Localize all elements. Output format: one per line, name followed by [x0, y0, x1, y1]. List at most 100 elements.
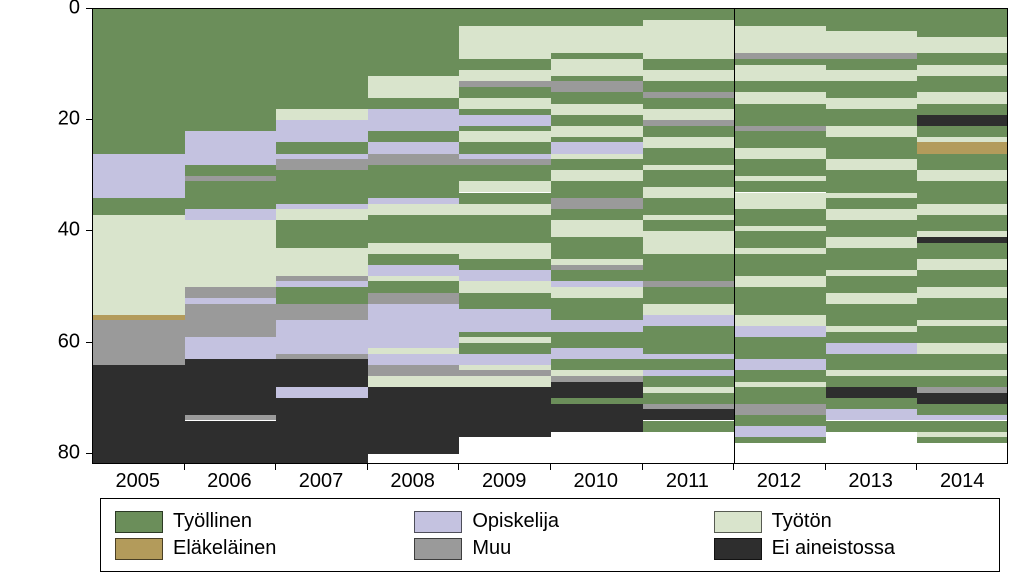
segment-ty	[826, 9, 918, 31]
segment-ty	[734, 387, 826, 404]
segment-ty	[734, 209, 826, 226]
segment-un	[917, 170, 1008, 181]
segment-ty	[551, 9, 643, 26]
segment-ty	[459, 293, 551, 310]
x-minor-tick	[642, 464, 643, 470]
legend-item-un: Työtön	[700, 508, 999, 535]
segment-op	[459, 270, 551, 281]
segment-na	[276, 398, 368, 464]
segment-ty	[734, 159, 826, 176]
segment-un	[551, 59, 643, 76]
segment-ty	[826, 198, 918, 209]
segment-ty	[459, 59, 551, 70]
segment-ty	[643, 421, 735, 432]
segment-un	[551, 220, 643, 237]
segment-ty	[917, 243, 1008, 260]
segment-un	[826, 70, 918, 81]
segment-ty	[368, 215, 460, 243]
segment-na	[917, 393, 1008, 404]
segment-ty	[459, 259, 551, 270]
segment-ty	[276, 287, 368, 304]
y-tick-mark	[86, 119, 92, 120]
segment-ty	[459, 193, 551, 204]
segment-ty	[917, 270, 1008, 287]
segment-ty	[368, 281, 460, 292]
segment-ty	[643, 376, 735, 387]
segment-ty	[276, 9, 368, 109]
segment-un	[826, 126, 918, 137]
segment-un	[734, 315, 826, 326]
segment-op	[368, 265, 460, 276]
x-tick-label: 2007	[299, 470, 344, 493]
segment-muu	[93, 320, 185, 364]
segment-ty	[734, 131, 826, 148]
segment-un	[643, 231, 735, 253]
legend-swatch	[115, 511, 163, 533]
x-minor-tick	[916, 464, 917, 470]
segment-ty	[917, 126, 1008, 137]
segment-op	[734, 326, 826, 337]
segment-op	[551, 142, 643, 153]
segment-un	[551, 104, 643, 115]
x-tick-label: 2010	[574, 470, 619, 493]
segment-na	[643, 409, 735, 420]
x-minor-tick	[458, 464, 459, 470]
legend-item-op: Opiskelija	[400, 508, 699, 535]
y-tick-mark	[86, 342, 92, 343]
segment-un	[368, 243, 460, 254]
legend-swatch	[115, 538, 163, 560]
segment-un	[643, 137, 735, 148]
segment-ty	[643, 220, 735, 231]
segment-ty	[551, 92, 643, 103]
segment-ty	[734, 415, 826, 426]
segment-na	[826, 387, 918, 398]
y-tick-label: 20	[0, 108, 86, 131]
segment-ty	[734, 437, 826, 443]
segment-un	[551, 287, 643, 298]
segment-ty	[917, 298, 1008, 320]
segment-ty	[643, 287, 735, 304]
legend: TyöllinenOpiskelijaTyötönEläkeläinenMuuE…	[100, 498, 1000, 572]
segment-un	[917, 343, 1008, 354]
year-column	[643, 9, 735, 463]
segment-un	[368, 204, 460, 215]
segment-ty	[826, 354, 918, 371]
segment-ty	[917, 376, 1008, 387]
segment-ty	[551, 359, 643, 370]
segment-op	[826, 409, 918, 420]
segment-un	[734, 26, 826, 54]
year-column	[459, 9, 551, 463]
segment-ty	[826, 304, 918, 326]
segment-un	[551, 170, 643, 181]
segment-un	[826, 237, 918, 248]
segment-un	[276, 209, 368, 220]
segment-ty	[459, 165, 551, 182]
segment-ty	[551, 159, 643, 170]
segment-ty	[734, 337, 826, 359]
segment-na	[93, 365, 185, 464]
segment-op	[185, 337, 277, 359]
segment-op	[368, 304, 460, 348]
segment-op	[734, 426, 826, 437]
segment-ty	[917, 404, 1008, 415]
segment-ty	[917, 181, 1008, 203]
segment-un	[276, 109, 368, 120]
segment-op	[643, 315, 735, 326]
year-column	[368, 9, 460, 463]
segment-un	[826, 31, 918, 53]
segment-ty	[551, 115, 643, 126]
segment-muu	[185, 287, 277, 298]
legend-item-muu: Muu	[400, 535, 699, 562]
segment-un	[734, 193, 826, 210]
segment-muu	[734, 404, 826, 415]
segment-ty	[826, 220, 918, 237]
segment-un	[459, 281, 551, 292]
segment-op	[551, 320, 643, 331]
legend-label: Työtön	[772, 510, 832, 533]
segment-ty	[734, 9, 826, 26]
segment-na	[368, 387, 460, 454]
segment-op	[368, 354, 460, 365]
y-tick-label: 80	[0, 441, 86, 464]
segment-un	[643, 70, 735, 81]
legend-label: Ei aineistossa	[772, 537, 895, 560]
